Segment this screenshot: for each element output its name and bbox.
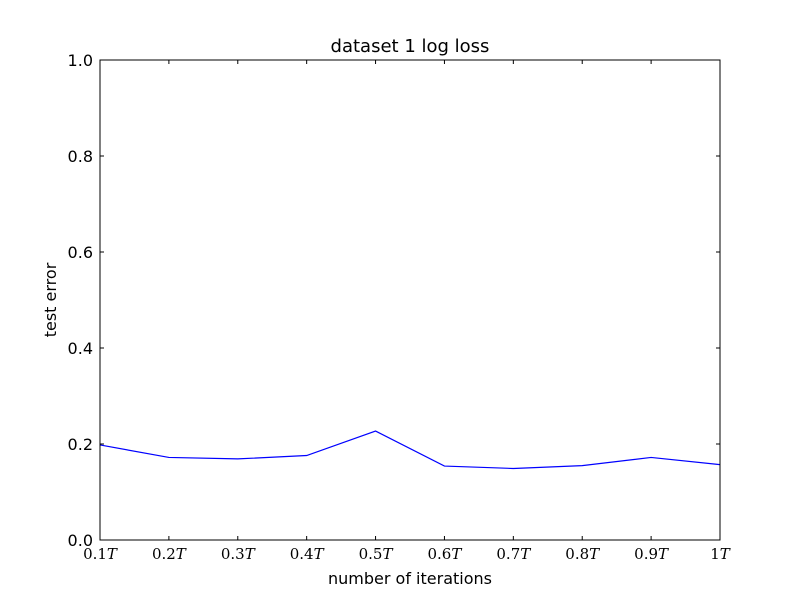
y-tick-label: 1.0 xyxy=(68,51,93,70)
x-tick-label: 0.5T xyxy=(359,545,394,563)
x-tick-label: 0.4T xyxy=(290,545,325,563)
x-tick-label: 0.1T xyxy=(83,545,118,563)
y-tick-label: 0.2 xyxy=(68,435,93,454)
plot-frame xyxy=(99,59,721,541)
x-tick-label: 1T xyxy=(710,545,731,563)
y-tick-label: 0.4 xyxy=(68,339,93,358)
series-line-1 xyxy=(99,430,721,470)
x-tick-label: 0.7T xyxy=(496,545,531,563)
x-tick-label: 0.8T xyxy=(565,545,600,563)
x-tick-label: 0.3T xyxy=(221,545,256,563)
x-axis-label: number of iterations xyxy=(328,569,492,588)
y-tick-label: 0.8 xyxy=(68,147,93,166)
x-tick-label: 0.2T xyxy=(152,545,187,563)
chart-title: dataset 1 log loss xyxy=(331,36,490,57)
y-tick-label: 0.0 xyxy=(68,531,93,550)
x-tick-label: 0.9T xyxy=(634,545,669,563)
y-tick-label: 0.6 xyxy=(68,243,93,262)
x-tick-label: 0.6T xyxy=(428,545,463,563)
y-axis-label: test error xyxy=(41,262,60,337)
plot-area: 0.0 0.2 0.4 0.6 0.8 1.0 0.1T 0.2T 0.3T 0.4T 0.5T 0.… xyxy=(68,51,731,563)
